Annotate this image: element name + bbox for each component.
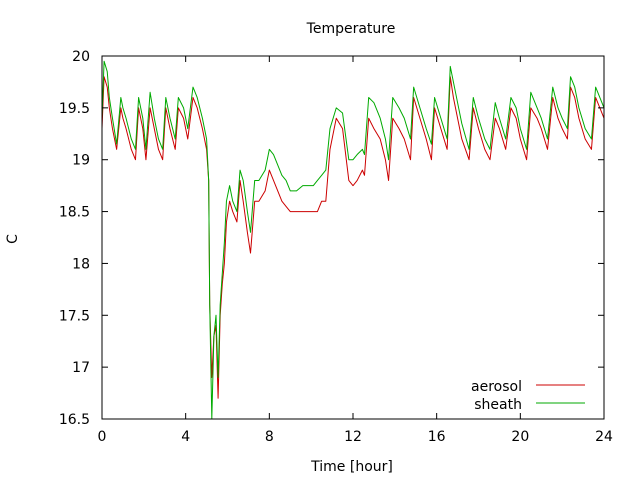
y-tick-label: 20 — [72, 49, 90, 65]
legend-label-sheath: sheath — [474, 397, 522, 413]
y-tick-label: 19.5 — [59, 101, 90, 117]
series-layer — [101, 60, 605, 420]
x-axis-label: Time [hour] — [310, 459, 393, 475]
legend: aerosol sheath — [471, 379, 585, 413]
series-line-sheath — [101, 60, 605, 420]
y-tick-label: 17.5 — [59, 308, 90, 324]
x-tick-label: 20 — [511, 429, 529, 445]
x-tick-label: 4 — [181, 429, 190, 445]
chart-title: Temperature — [306, 21, 396, 37]
tick-layer: 0 4 8 12 16 20 24 16.5 17 17.5 18 18.5 19 19.5 20 — [59, 49, 613, 445]
x-tick-label: 0 — [98, 429, 107, 445]
x-tick-label: 24 — [595, 429, 613, 445]
y-axis-label: C — [5, 234, 21, 244]
x-tick-label: 8 — [265, 429, 274, 445]
y-tick-label: 17 — [72, 360, 90, 376]
x-tick-label: 16 — [428, 429, 446, 445]
legend-label-aerosol: aerosol — [471, 379, 522, 395]
y-tick-label: 18 — [72, 256, 90, 272]
y-tick-label: 16.5 — [59, 412, 90, 428]
y-tick-label: 19 — [72, 153, 90, 169]
y-tick-label: 18.5 — [59, 205, 90, 221]
x-tick-label: 12 — [344, 429, 362, 445]
series-line-aerosol — [101, 76, 605, 399]
plot-frame — [101, 55, 605, 420]
